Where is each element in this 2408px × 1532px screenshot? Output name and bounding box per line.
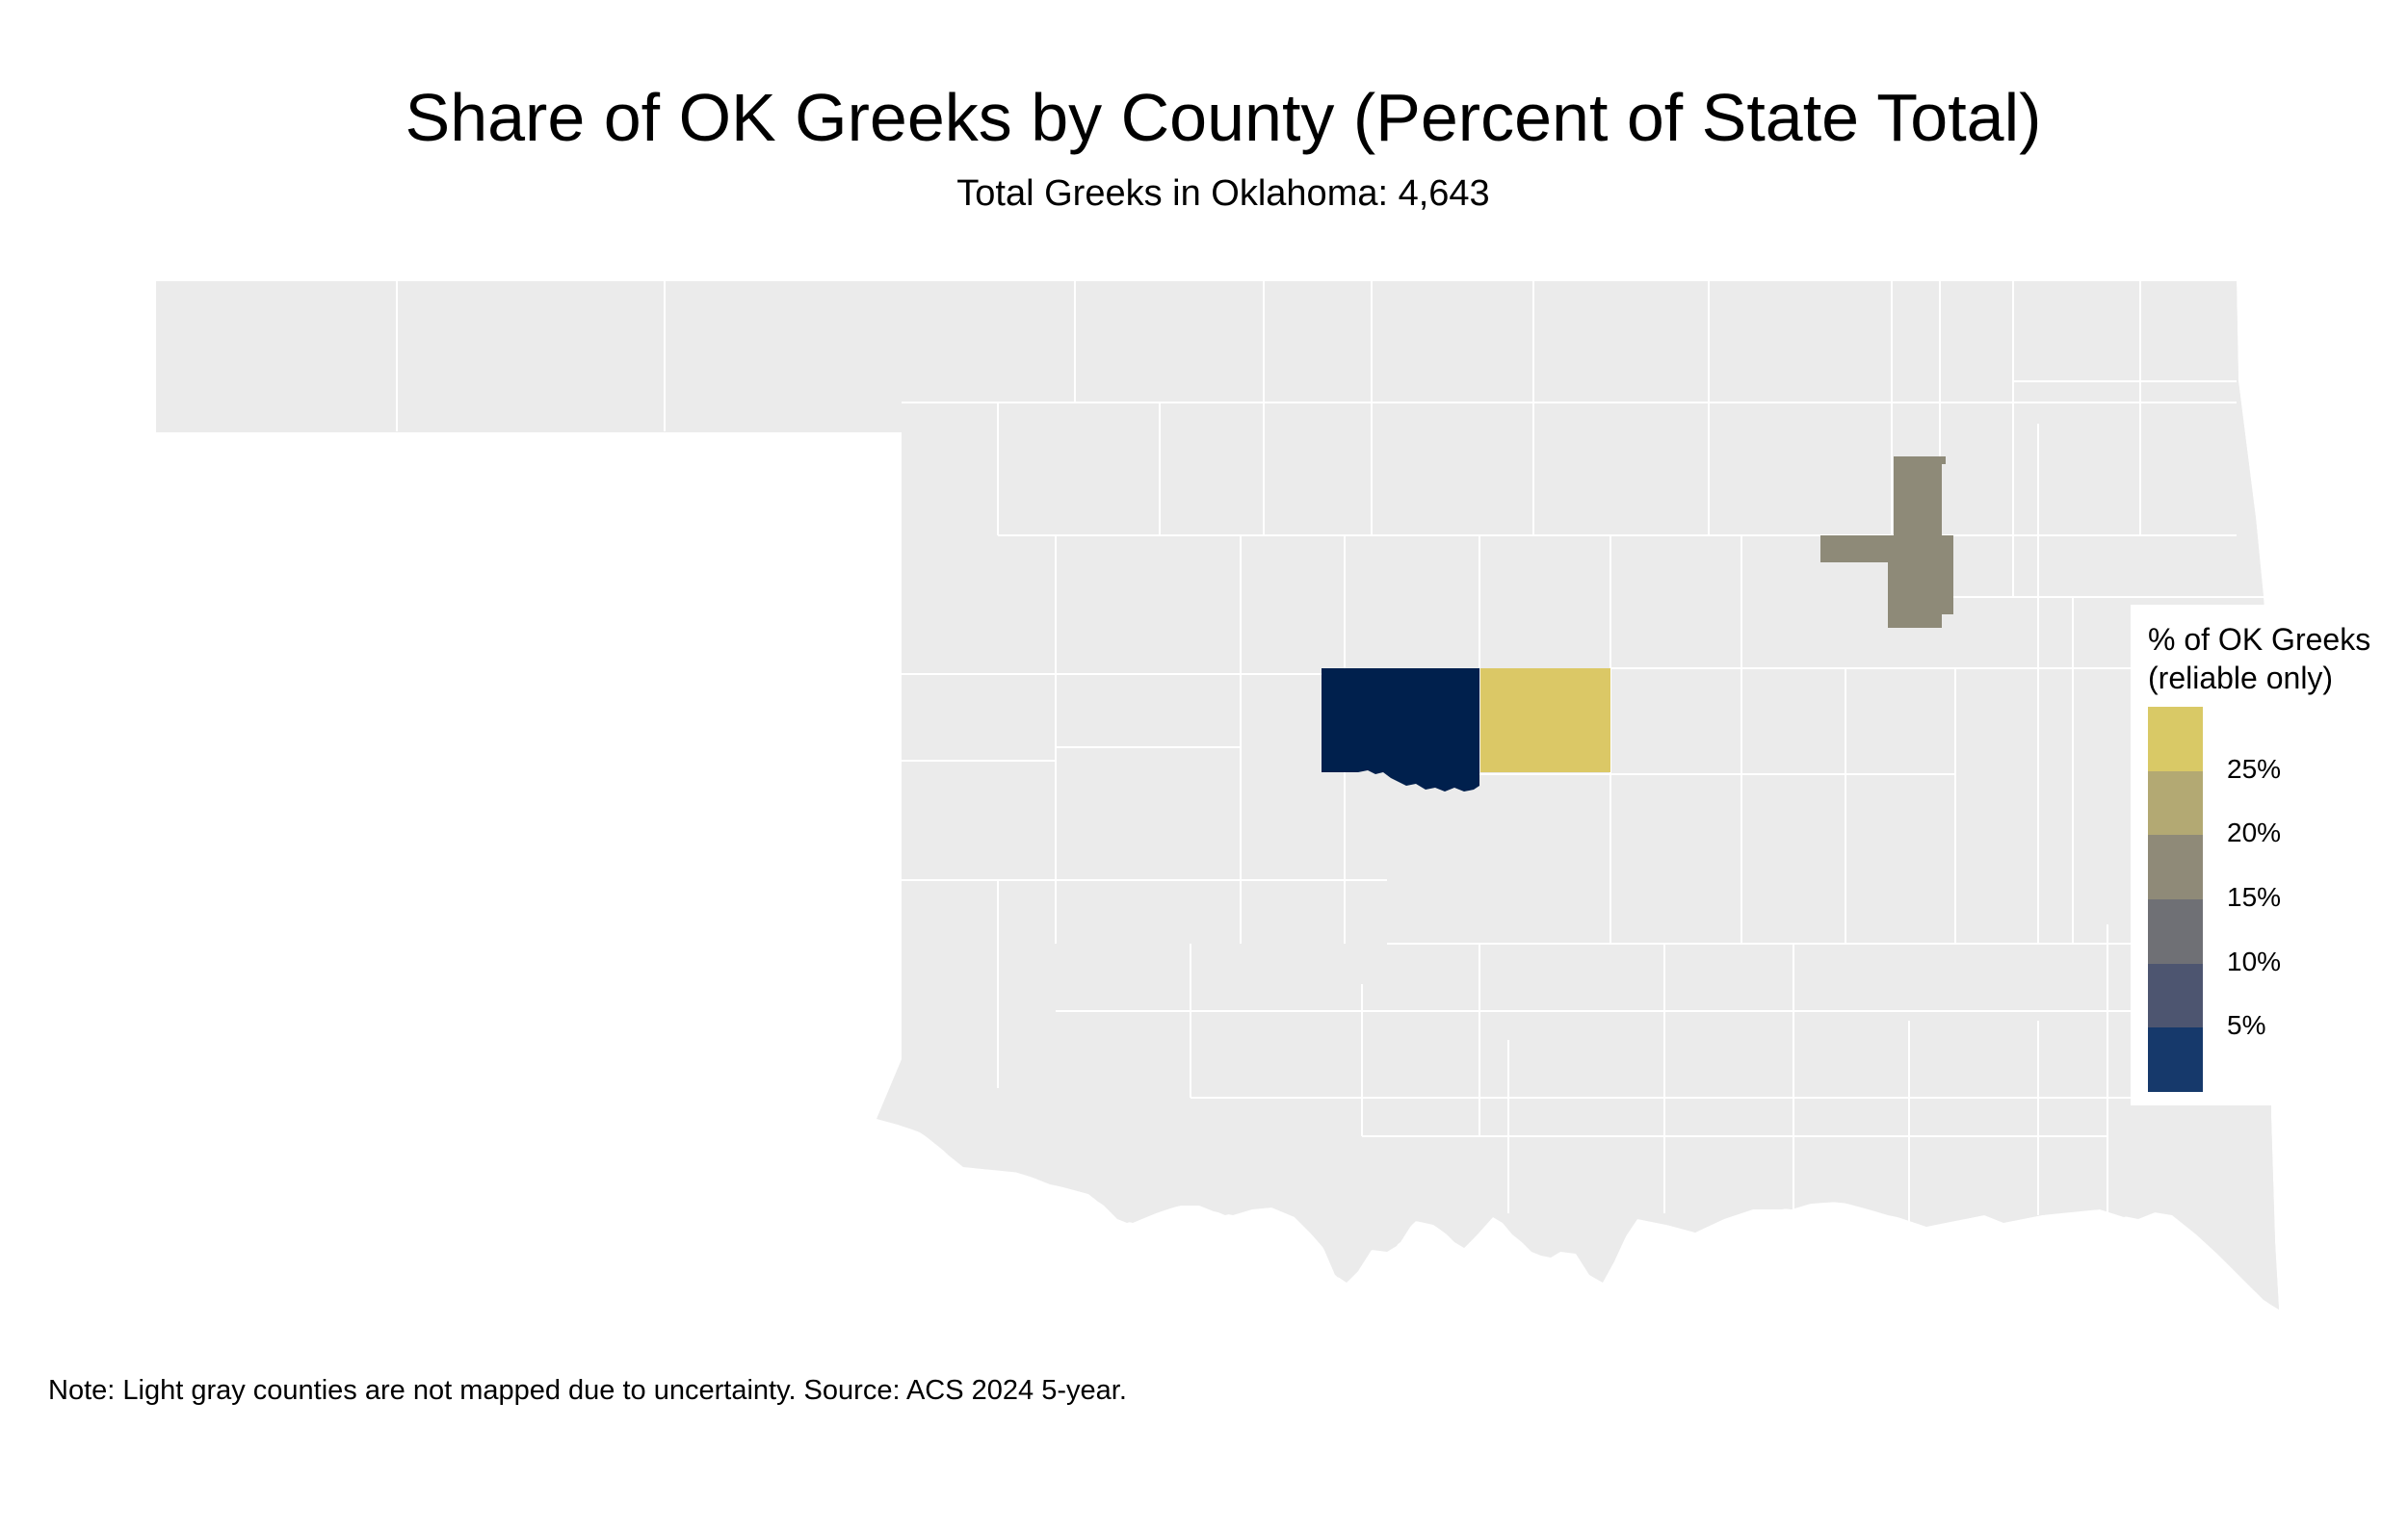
legend-label: 25% [2227, 753, 2282, 784]
legend-label: 5% [2227, 1010, 2266, 1041]
county-tulsa-olive [1820, 456, 1953, 628]
county-boundaries [396, 281, 2271, 1223]
map-note: Note: Light gray counties are not mapped… [48, 1375, 1127, 1406]
legend-swatch [2148, 770, 2203, 836]
legend-label: 15% [2227, 882, 2282, 912]
legend-label: 20% [2227, 818, 2282, 848]
legend-title: % of OK Greeks (reliable only) [2148, 620, 2408, 697]
main-body [877, 281, 2279, 1310]
county-cleveland-gold [1480, 668, 1610, 772]
legend-colorbar [2148, 707, 2203, 1092]
legend-swatch [2148, 899, 2203, 964]
legend-label: 10% [2227, 946, 2282, 976]
legend: % of OK Greeks (reliable only) 25% 20% 15%… [2131, 605, 2408, 1105]
county-central-navy [1322, 668, 1479, 792]
legend-swatch [2148, 707, 2203, 771]
legend-swatch [2148, 963, 2203, 1028]
map-subtitle: Total Greeks in Oklahoma: 4,643 [956, 173, 1490, 214]
map-title: Share of OK Greeks by County (Percent of… [405, 80, 2042, 155]
legend-title-line2: (reliable only) [2148, 661, 2334, 695]
panhandle-gap [144, 432, 902, 1395]
legend-swatch [2148, 835, 2203, 899]
legend-title-line1: % of OK Greeks [2148, 622, 2371, 657]
legend-swatch [2148, 1027, 2203, 1092]
